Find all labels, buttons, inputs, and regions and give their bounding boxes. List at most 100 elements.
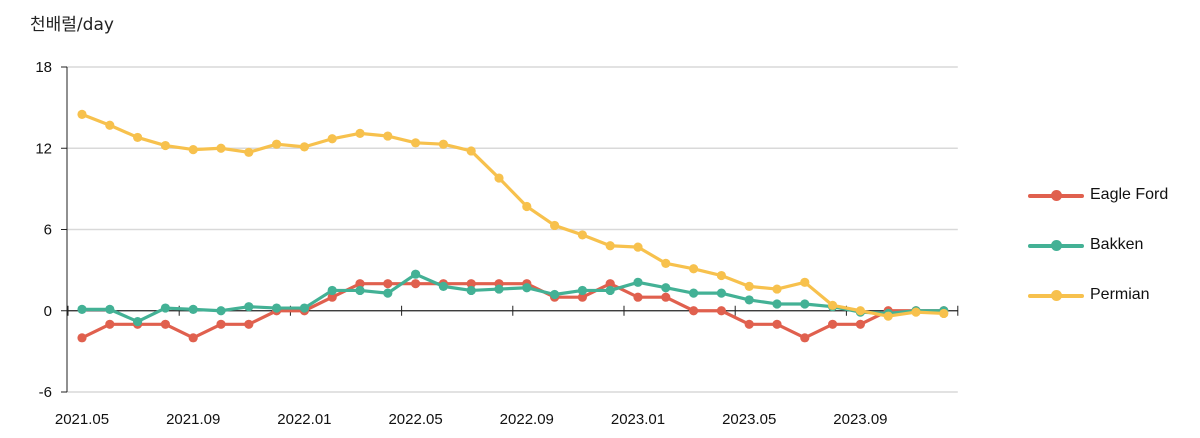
legend-label: Bakken	[1090, 236, 1144, 253]
data-point-eagle-ford	[160, 319, 170, 329]
data-point-permian	[939, 308, 949, 319]
gridlines	[66, 66, 958, 393]
series-lines	[77, 109, 949, 343]
data-point-eagle-ford	[411, 279, 421, 289]
data-point-bakken	[105, 304, 115, 314]
data-point-bakken	[577, 285, 588, 296]
data-point-permian	[716, 270, 727, 281]
data-point-permian	[855, 306, 866, 316]
data-point-bakken	[522, 283, 532, 293]
data-point-bakken	[661, 283, 671, 293]
data-point-eagle-ford	[716, 306, 727, 316]
data-point-eagle-ford	[216, 319, 226, 329]
legend-item-permian: Permian	[1028, 270, 1168, 320]
y-tick-label: 6	[44, 222, 52, 239]
data-point-permian	[105, 120, 115, 130]
legend-swatch-eagle-ford	[1028, 185, 1084, 205]
data-point-permian	[550, 220, 560, 231]
data-point-permian	[216, 143, 226, 153]
x-tick-label: 2022.09	[500, 411, 554, 428]
data-point-permian	[689, 264, 699, 274]
data-point-bakken	[550, 289, 560, 300]
x-tick-label: 2023.01	[611, 411, 665, 428]
data-point-eagle-ford	[383, 279, 393, 289]
data-point-permian	[883, 311, 893, 321]
data-point-eagle-ford	[466, 279, 476, 289]
x-tick-label: 2021.05	[55, 411, 109, 428]
data-point-bakken	[383, 288, 393, 298]
data-point-permian	[466, 146, 476, 156]
data-point-bakken	[800, 299, 810, 309]
data-point-permian	[494, 173, 504, 183]
legend-swatch-permian	[1028, 285, 1084, 305]
data-point-bakken	[272, 303, 282, 313]
y-tick-label: -6	[39, 384, 52, 401]
x-tick-label: 2023.05	[722, 411, 776, 428]
y-axis-unit-label: 천배럴/day	[30, 15, 114, 35]
data-point-permian	[355, 128, 365, 138]
data-point-permian	[299, 142, 309, 152]
data-point-bakken	[494, 284, 504, 294]
data-point-permian	[188, 145, 198, 155]
legend-swatch-bakken	[1028, 235, 1084, 255]
data-point-permian	[160, 140, 170, 151]
data-point-permian	[411, 138, 421, 148]
data-point-permian	[522, 201, 532, 212]
data-point-eagle-ford	[744, 319, 754, 329]
data-point-permian	[828, 300, 838, 310]
data-point-eagle-ford	[77, 333, 87, 343]
data-point-bakken	[160, 303, 170, 313]
data-point-permian	[911, 307, 921, 317]
data-point-bakken	[466, 285, 476, 296]
data-point-bakken	[299, 303, 309, 313]
data-point-eagle-ford	[355, 279, 365, 289]
data-point-bakken	[716, 288, 727, 298]
data-point-bakken	[188, 304, 198, 314]
legend-label: Permian	[1090, 286, 1150, 303]
data-point-eagle-ford	[828, 319, 838, 329]
legend-item-bakken: Bakken	[1028, 220, 1168, 270]
data-point-bakken	[355, 285, 365, 296]
data-point-permian	[438, 139, 448, 149]
data-point-eagle-ford	[633, 292, 643, 302]
data-point-permian	[605, 241, 615, 251]
data-point-bakken	[216, 306, 226, 316]
data-point-bakken	[605, 285, 615, 296]
data-point-eagle-ford	[855, 319, 866, 329]
x-tick-label: 2022.05	[388, 411, 442, 428]
data-point-bakken	[244, 302, 254, 312]
data-point-bakken	[438, 281, 448, 291]
data-point-permian	[661, 258, 671, 268]
data-point-bakken	[133, 316, 143, 327]
data-point-eagle-ford	[689, 306, 699, 316]
data-point-bakken	[633, 277, 643, 287]
data-point-eagle-ford	[800, 333, 810, 343]
legend-item-eagle-ford: Eagle Ford	[1028, 170, 1168, 220]
data-point-permian	[327, 134, 337, 144]
series-line-eagle-ford	[80, 282, 946, 340]
data-point-eagle-ford	[327, 292, 337, 302]
data-point-eagle-ford	[105, 319, 115, 329]
data-point-permian	[77, 109, 87, 119]
data-point-bakken	[411, 269, 421, 279]
data-point-eagle-ford	[605, 279, 615, 289]
data-point-eagle-ford	[661, 292, 671, 302]
data-point-permian	[800, 277, 810, 287]
data-point-bakken	[689, 288, 699, 298]
y-tick-label: 0	[44, 303, 52, 320]
data-point-permian	[772, 284, 782, 294]
x-tick-label: 2023.09	[833, 411, 887, 428]
data-point-eagle-ford	[188, 333, 198, 343]
series-line-bakken	[80, 272, 946, 324]
data-point-bakken	[772, 299, 782, 309]
y-tick-label: 12	[35, 140, 52, 157]
data-point-eagle-ford	[577, 292, 588, 302]
data-point-bakken	[77, 304, 87, 314]
data-point-bakken	[744, 295, 754, 305]
data-point-permian	[244, 147, 254, 157]
data-point-eagle-ford	[244, 319, 254, 329]
data-point-permian	[577, 230, 588, 240]
x-tick-label: 2022.01	[277, 411, 331, 428]
